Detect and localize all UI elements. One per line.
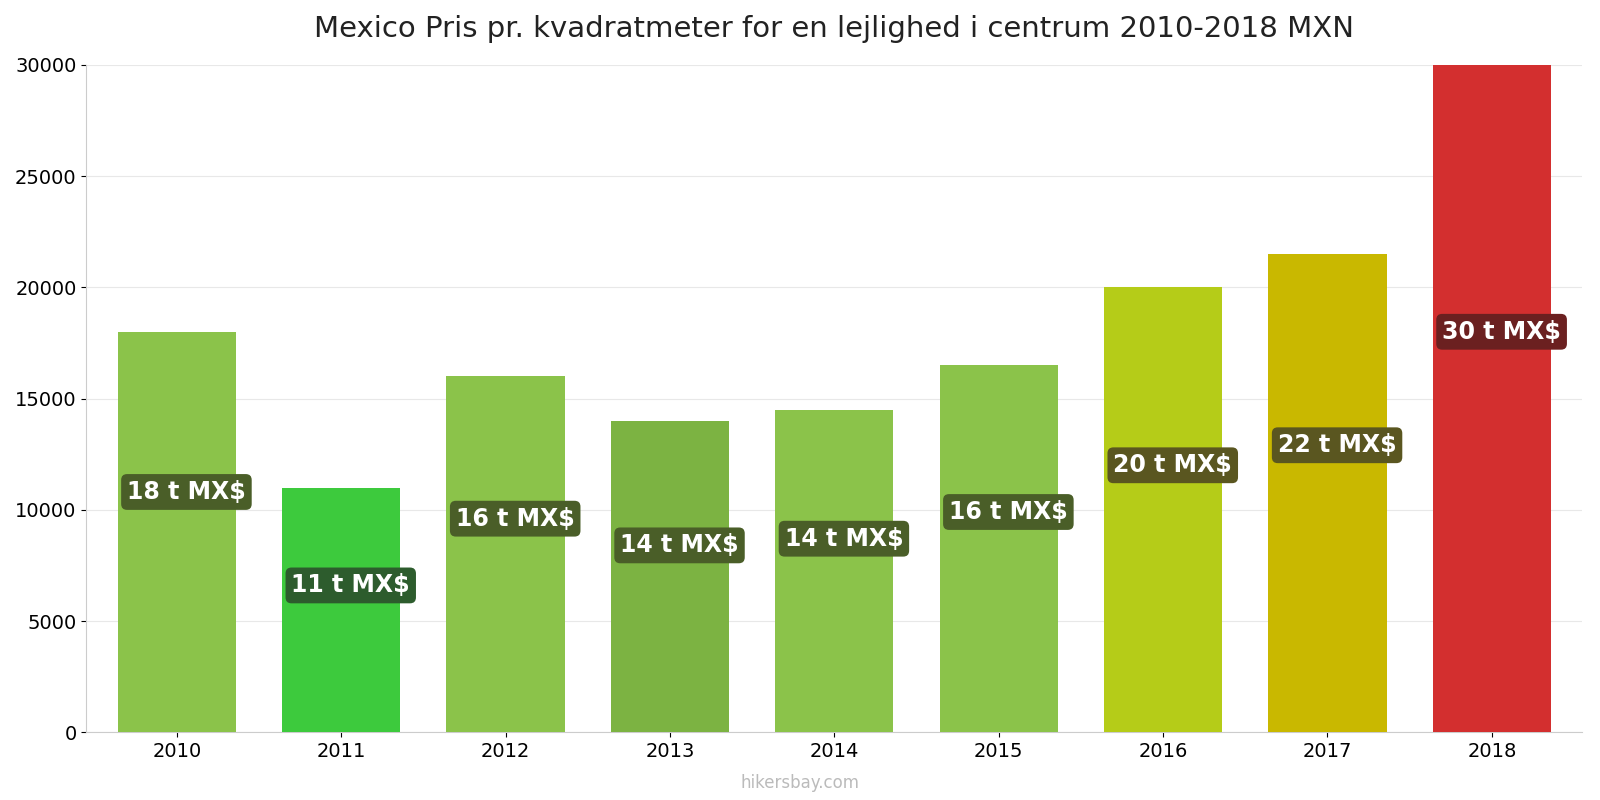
Bar [939, 365, 1058, 732]
Bar [611, 421, 730, 732]
Bar [117, 332, 235, 732]
Text: 14 t MX$: 14 t MX$ [784, 526, 904, 550]
Bar [1269, 254, 1387, 732]
Text: 22 t MX$: 22 t MX$ [1278, 434, 1397, 458]
Text: 30 t MX$: 30 t MX$ [1442, 320, 1562, 344]
Bar [282, 487, 400, 732]
Text: 18 t MX$: 18 t MX$ [126, 480, 246, 504]
Text: 11 t MX$: 11 t MX$ [291, 574, 410, 598]
Text: 16 t MX$: 16 t MX$ [949, 500, 1067, 524]
Title: Mexico Pris pr. kvadratmeter for en lejlighed i centrum 2010-2018 MXN: Mexico Pris pr. kvadratmeter for en lejl… [314, 15, 1354, 43]
Text: 16 t MX$: 16 t MX$ [456, 506, 574, 530]
Text: hikersbay.com: hikersbay.com [741, 774, 859, 792]
Bar [1104, 287, 1222, 732]
Text: 20 t MX$: 20 t MX$ [1114, 454, 1232, 478]
Bar [1432, 65, 1550, 732]
Bar [446, 376, 565, 732]
Text: 14 t MX$: 14 t MX$ [621, 534, 739, 558]
Bar [774, 410, 893, 732]
